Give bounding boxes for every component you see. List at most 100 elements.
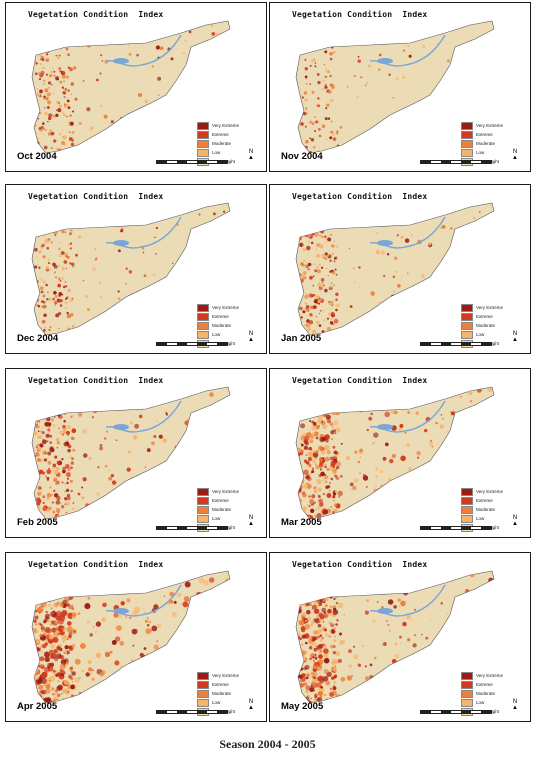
drought-speck <box>168 506 174 512</box>
drought-speck <box>392 275 396 279</box>
drought-speck <box>305 454 308 456</box>
drought-speck <box>368 578 375 585</box>
drought-speck <box>313 486 317 490</box>
drought-speck <box>375 485 377 487</box>
drought-speck <box>61 141 66 145</box>
drought-speck <box>70 461 74 465</box>
drought-speck <box>403 617 406 619</box>
drought-speck <box>332 253 334 255</box>
legend-label: Low <box>476 332 485 337</box>
drought-speck <box>325 268 328 270</box>
drought-speck <box>151 441 155 446</box>
drought-speck <box>312 642 318 647</box>
drought-speck <box>397 284 401 288</box>
drought-speck <box>34 623 38 626</box>
drought-speck <box>479 448 482 452</box>
drought-speck <box>32 597 40 605</box>
drought-speck <box>300 122 304 126</box>
drought-speck <box>330 282 333 285</box>
drought-speck <box>358 408 363 413</box>
drought-speck <box>68 38 70 40</box>
drought-speck <box>214 623 219 627</box>
drought-speck <box>331 629 334 632</box>
drought-speck <box>335 476 340 481</box>
drought-speck <box>154 236 156 239</box>
drought-speck <box>51 468 54 472</box>
legend-label: Low <box>476 516 485 521</box>
drought-speck <box>311 608 313 610</box>
drought-speck <box>63 634 68 640</box>
drought-speck <box>65 488 68 490</box>
drought-speck <box>407 466 412 471</box>
drought-speck <box>70 416 72 418</box>
drought-speck <box>44 507 46 510</box>
drought-speck <box>46 496 50 501</box>
drought-speck <box>36 47 40 52</box>
drought-speck <box>216 610 219 613</box>
drought-speck <box>34 72 38 76</box>
drought-speck <box>102 388 105 391</box>
drought-speck <box>432 324 437 329</box>
drought-speck <box>97 211 100 214</box>
drought-speck <box>463 74 467 78</box>
drought-speck <box>328 634 332 638</box>
drought-speck <box>162 438 168 443</box>
drought-speck <box>122 670 128 676</box>
drought-speck <box>117 323 120 326</box>
drought-speck <box>61 277 64 280</box>
drought-speck <box>380 123 383 127</box>
drought-speck <box>402 580 405 582</box>
drought-speck <box>302 310 306 314</box>
drought-speck <box>328 593 332 597</box>
drought-speck <box>34 247 38 252</box>
drought-speck <box>37 117 40 120</box>
drought-speck <box>38 426 40 428</box>
drought-speck <box>210 91 215 97</box>
drought-speck <box>448 453 451 456</box>
drought-speck <box>414 634 417 637</box>
drought-speck <box>443 643 450 650</box>
drought-speck <box>415 411 419 415</box>
drought-speck <box>416 456 420 459</box>
drought-speck <box>119 578 124 584</box>
drought-speck <box>339 474 343 478</box>
drought-speck <box>149 683 152 686</box>
drought-speck <box>198 577 205 584</box>
drought-speck <box>311 420 315 424</box>
drought-speck <box>41 594 45 598</box>
drought-speck <box>440 300 443 302</box>
legend-swatch <box>197 139 209 148</box>
drought-speck <box>304 590 307 593</box>
panel-title: Vegetation Condition Index <box>28 376 164 385</box>
drought-speck <box>329 321 334 325</box>
drought-speck <box>310 508 315 513</box>
drought-speck <box>446 59 450 63</box>
drought-speck <box>155 420 158 422</box>
drought-speck <box>65 47 69 51</box>
drought-speck <box>54 294 58 299</box>
drought-speck <box>222 590 228 596</box>
drought-speck <box>140 291 144 296</box>
drought-speck <box>155 253 157 255</box>
drought-speck <box>400 455 406 462</box>
drought-speck <box>42 495 46 498</box>
drought-speck <box>318 602 323 607</box>
drought-speck <box>41 651 44 653</box>
drought-speck <box>52 262 56 267</box>
drought-speck <box>65 441 70 446</box>
drought-speck <box>124 698 127 701</box>
drought-speck <box>373 432 379 438</box>
drought-speck <box>398 121 402 125</box>
drought-speck <box>162 652 166 656</box>
drought-speck <box>40 627 47 633</box>
drought-speck <box>334 432 337 434</box>
drought-speck <box>335 273 338 276</box>
drought-speck <box>152 582 155 585</box>
drought-speck <box>316 512 322 519</box>
drought-speck <box>419 387 424 392</box>
drought-speck <box>439 424 444 429</box>
drought-speck <box>60 627 63 630</box>
drought-speck <box>454 646 457 649</box>
drought-speck <box>55 113 59 118</box>
drought-speck <box>317 494 321 498</box>
